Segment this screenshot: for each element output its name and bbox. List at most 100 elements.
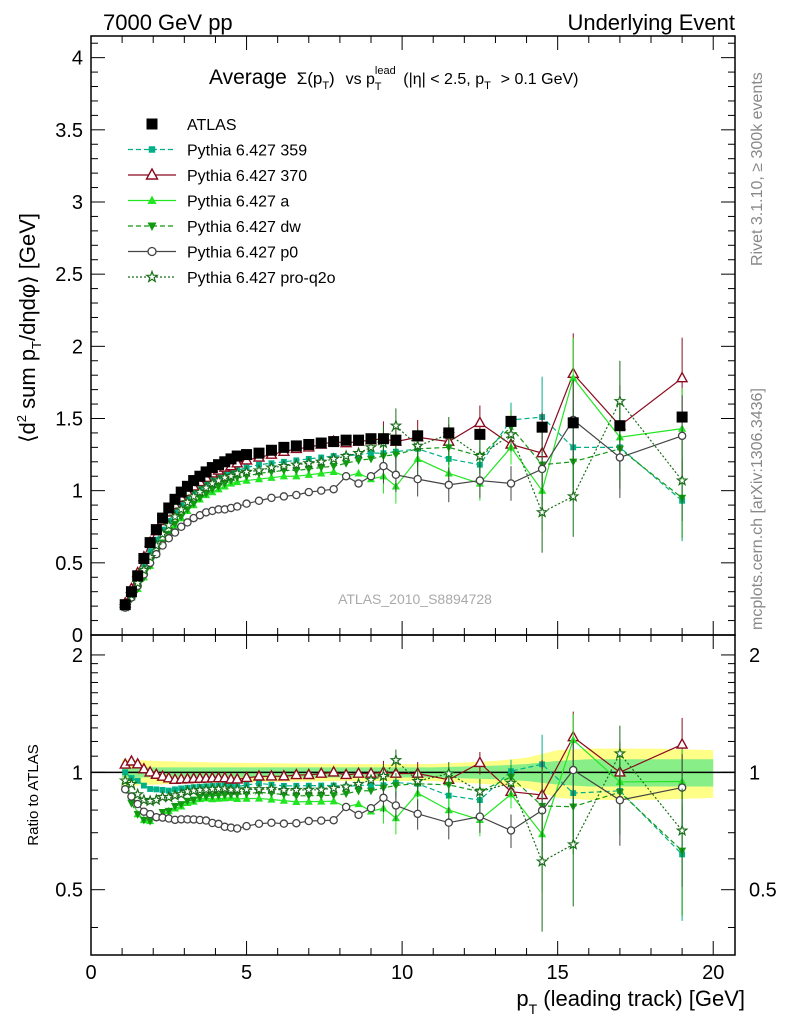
ratio-point-p370 [252, 769, 266, 781]
ratio-point-p370 [352, 766, 365, 778]
point-pq2o [289, 457, 303, 471]
legend-marker-pa [147, 195, 157, 204]
point-p359 [368, 450, 374, 457]
point-pa [254, 474, 264, 483]
point-pq2o [162, 518, 176, 531]
legend-label-atlas: ATLAS [187, 117, 237, 134]
point-p370 [473, 415, 487, 428]
ratio-point-pq2o [125, 777, 138, 790]
ratio-point-pq2o [675, 823, 689, 837]
ratio-point-pdw [170, 802, 180, 811]
ratio-point-pq2o [352, 777, 365, 790]
point-pq2o [411, 439, 425, 452]
legend-marker-pp0 [147, 246, 157, 257]
point-pp0 [292, 490, 301, 500]
ratio-point-pdw [133, 811, 142, 819]
title-sigma-sub: T [322, 80, 329, 92]
ratio-point-p359 [140, 782, 147, 789]
point-pq2o [389, 418, 403, 432]
ratio-point-pdw [146, 817, 155, 826]
xtick-label: 15 [547, 962, 569, 984]
ratio-point-p370 [125, 754, 138, 766]
point-atlas [328, 436, 340, 448]
ratio-point-pp0 [232, 824, 242, 833]
top-ytick-label: 3.5 [55, 120, 83, 142]
ratio-point-p359 [147, 786, 154, 792]
ratio-point-p370 [143, 765, 157, 777]
point-pq2o [265, 460, 278, 474]
point-pdw [342, 460, 351, 468]
point-atlas [181, 480, 193, 492]
ylabel-sup: 2 [14, 415, 29, 422]
point-pdw [304, 465, 313, 474]
point-pa [304, 470, 313, 478]
ratio-point-pp0 [329, 815, 338, 825]
point-atlas [125, 586, 137, 598]
ratio-point-p370 [327, 765, 340, 777]
top-ytick-label: 1.5 [55, 408, 83, 430]
point-pp0 [354, 479, 363, 488]
point-pq2o [504, 427, 518, 440]
ratio-point-pq2o [230, 782, 244, 795]
point-pp0 [444, 480, 454, 490]
ratio-point-pq2o [442, 766, 456, 779]
legend-label-pdw: Pythia 6.427 dw [187, 219, 301, 236]
point-pp0 [379, 461, 388, 471]
point-pp0 [391, 470, 401, 480]
xtick-label: 10 [391, 962, 413, 984]
point-atlas [474, 428, 486, 440]
bottom-ytick-label-right: 2 [749, 645, 760, 667]
point-pq2o [566, 489, 580, 502]
point-atlas [315, 437, 327, 449]
ratio-point-p359 [368, 782, 374, 789]
point-pp0 [254, 496, 264, 506]
ratio-point-pq2o [277, 783, 291, 796]
ratio-point-pp0 [254, 819, 264, 828]
point-pa [354, 468, 363, 477]
ratio-point-pp0 [120, 785, 130, 794]
point-atlas [567, 417, 579, 429]
point-pq2o [277, 459, 291, 472]
xlabel-sub: T [529, 1001, 538, 1017]
ratio-point-pa [267, 795, 276, 803]
legend-label-p370: Pythia 6.427 370 [187, 168, 307, 185]
point-pdw [292, 467, 301, 475]
ratio-point-pdw [189, 796, 198, 805]
ratio-point-p370 [473, 755, 487, 768]
series-line-pq2o [124, 400, 683, 607]
top-ytick-label: 1 [72, 481, 83, 503]
point-pp0 [183, 518, 192, 527]
xlabel-p: p [516, 986, 528, 1011]
legend-label-pp0: Pythia 6.427 p0 [187, 245, 298, 262]
ratio-point-pq2o [289, 783, 303, 796]
mcplots-label: mcplots.cern.ch [arXiv:1306.3436] [749, 388, 766, 630]
point-pq2o [473, 449, 487, 462]
point-pp0 [329, 484, 338, 494]
ratio-point-pq2o [504, 776, 518, 789]
title-cuts-sub: T [484, 80, 491, 92]
point-atlas [175, 486, 187, 498]
ratio-point-pq2o [327, 781, 341, 794]
top-ylabel: ⟨d2 sum pT/dηdφ⟩ [GeV] [6, 213, 44, 443]
point-atlas [390, 434, 402, 446]
bottom-ytick-label: 2 [72, 645, 83, 667]
point-atlas [231, 450, 243, 462]
series-line-pdw [124, 426, 683, 608]
point-pp0 [341, 471, 351, 481]
ratio-point-p370 [277, 769, 291, 781]
point-p370 [675, 371, 689, 383]
ratio-point-pp0 [341, 802, 351, 812]
point-pq2o [131, 576, 145, 589]
ratio-point-pq2o [131, 787, 145, 800]
point-atlas [132, 570, 144, 582]
point-atlas [614, 420, 626, 432]
ratio-point-pq2o [411, 774, 425, 787]
point-atlas [157, 512, 169, 524]
ratio-point-pa [569, 735, 578, 744]
ratio-point-p370 [150, 767, 163, 779]
top-ytick-label: 0.5 [55, 553, 83, 575]
ratio-point-pq2o [613, 746, 627, 759]
ratio-point-pq2o [314, 783, 328, 796]
ratio-point-pq2o [339, 779, 353, 793]
xtick-label: 0 [85, 962, 96, 984]
